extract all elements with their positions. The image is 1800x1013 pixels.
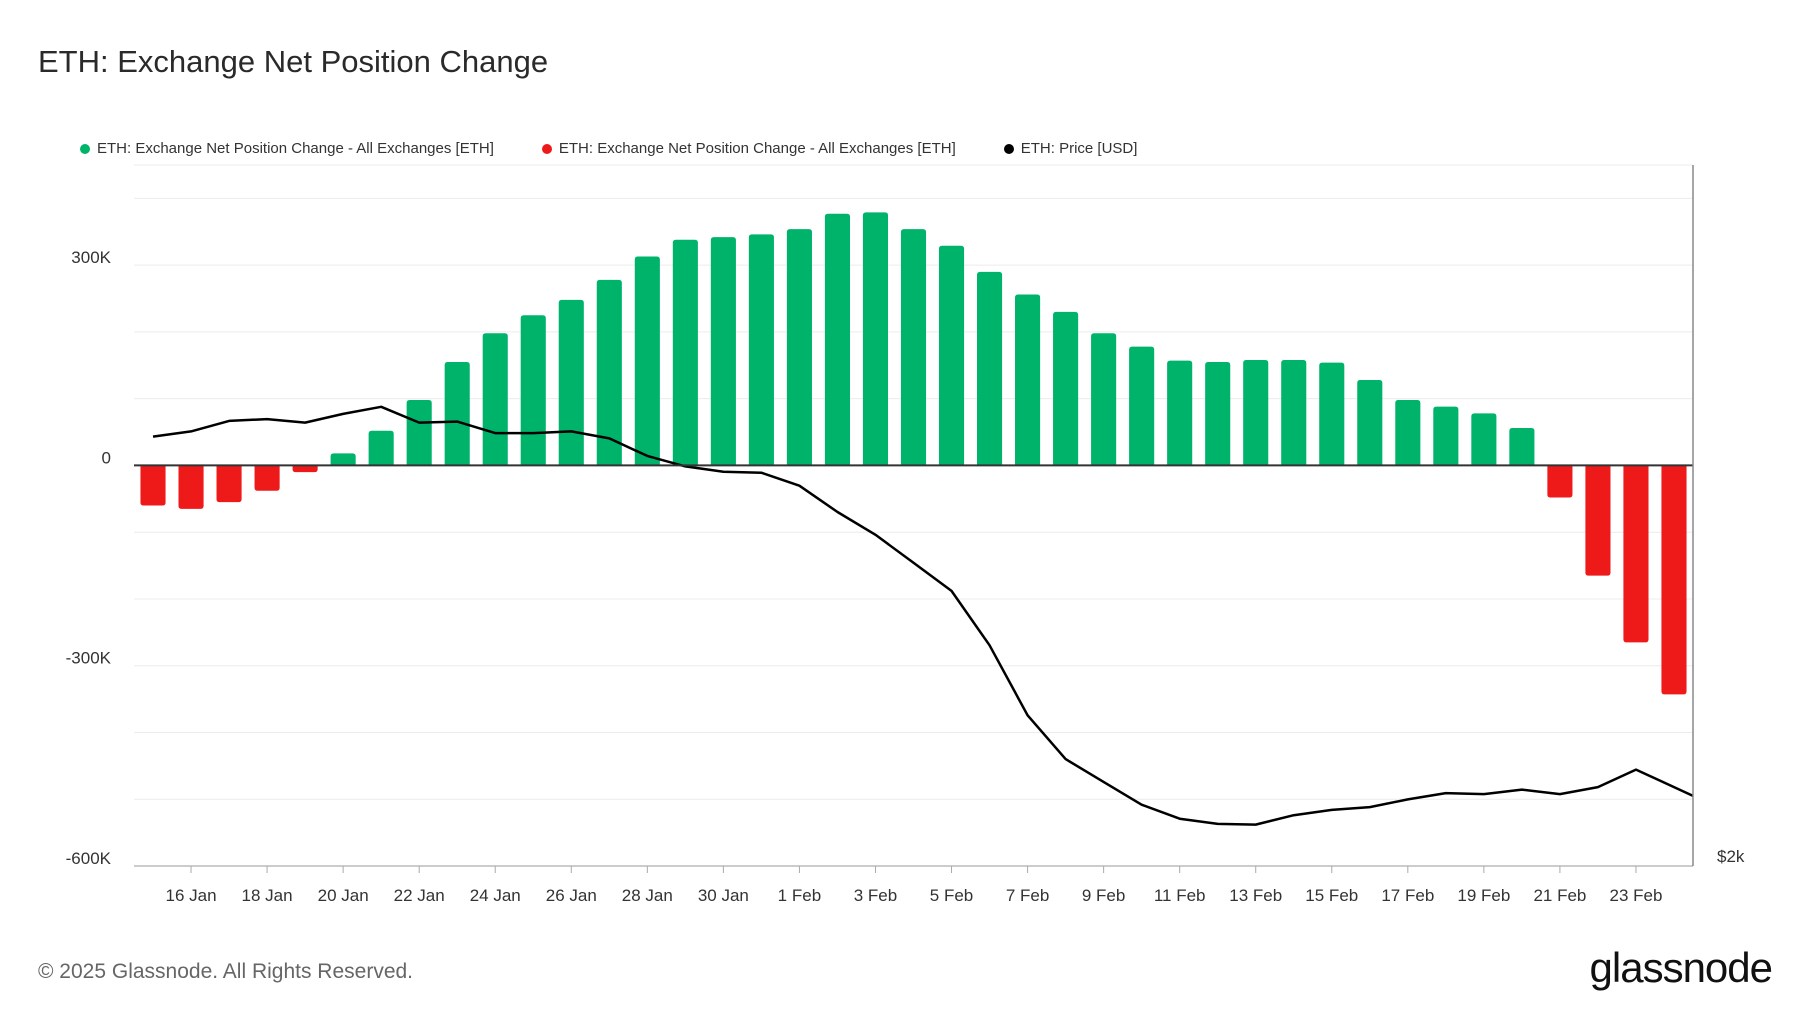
bar-negative[interactable] [1661,465,1687,695]
bar-positive[interactable] [1015,294,1041,466]
bars [140,212,1687,695]
bar-negative[interactable] [140,465,166,506]
bar-positive[interactable] [977,271,1003,466]
y-left-tick-label: 0 [102,448,111,467]
bar-positive[interactable] [1053,311,1079,466]
x-tick-label: 30 Jan [698,886,749,905]
y-left-tick-label: 300K [71,248,111,267]
bar-positive[interactable] [368,430,394,466]
price-line-group [152,405,1694,826]
bar-negative[interactable] [216,465,242,503]
glassnode-logo[interactable]: glassnode [1589,944,1773,991]
bar-positive[interactable] [1243,359,1269,466]
bar-positive[interactable] [1167,360,1193,466]
bar-positive[interactable] [672,239,698,466]
bar-positive[interactable] [596,279,622,466]
x-tick-label: 17 Feb [1381,886,1434,905]
green-dot-icon [80,143,90,154]
x-tick-label: 19 Feb [1457,886,1510,905]
chart-title: ETH: Exchange Net Position Change [38,44,549,79]
bar-positive[interactable] [1471,413,1497,466]
bar-negative[interactable] [292,465,318,473]
bar-positive[interactable] [1129,346,1155,466]
bar-positive[interactable] [1357,379,1383,466]
x-tick-label: 20 Jan [318,886,369,905]
legend: ETH: Exchange Net Position Change - All … [80,140,1137,157]
x-tick-label: 26 Jan [546,886,597,905]
bar-positive[interactable] [1509,428,1535,466]
y-left-tick-label: -600K [66,849,112,868]
legend-item-negative[interactable]: ETH: Exchange Net Position Change - All … [541,140,956,157]
bar-positive[interactable] [710,237,736,466]
bar-positive[interactable] [824,213,850,466]
legend-label-negative: ETH: Exchange Net Position Change - All … [558,140,956,157]
y-left-tick-label: -300K [66,649,112,668]
legend-label-positive: ETH: Exchange Net Position Change - All … [97,140,494,157]
bar-negative[interactable] [1547,465,1573,498]
bar-positive[interactable] [748,234,774,466]
y-right-tick-label: $2k [1717,847,1745,866]
legend-item-price[interactable]: ETH: Price [USD] [1003,140,1138,157]
red-dot-icon [541,143,552,154]
bar-positive[interactable] [444,361,470,466]
x-tick-label: 16 Jan [166,886,217,905]
bar-positive[interactable] [786,229,812,466]
x-tick-label: 5 Feb [930,886,973,905]
bar-positive[interactable] [1433,406,1459,466]
black-dot-icon [1003,143,1014,154]
bar-positive[interactable] [1319,362,1345,466]
x-tick-label: 21 Feb [1533,886,1586,905]
bar-negative[interactable] [178,465,204,509]
bar-positive[interactable] [406,400,432,466]
bar-negative[interactable] [1623,465,1649,643]
x-tick-label: 22 Jan [394,886,445,905]
bar-positive[interactable] [482,333,508,466]
x-tick-label: 24 Jan [470,886,521,905]
x-tick-label: 3 Feb [854,886,897,905]
bar-positive[interactable] [330,453,356,466]
bar-positive[interactable] [900,229,927,466]
x-tick-label: 23 Feb [1609,886,1662,905]
bar-positive[interactable] [558,299,584,466]
bar-positive[interactable] [938,245,965,466]
copyright-footer: © 2025 Glassnode. All Rights Reserved. [38,960,414,983]
bar-positive[interactable] [1281,359,1307,466]
x-tick-label: 1 Feb [778,886,821,905]
x-tick-label: 7 Feb [1006,886,1049,905]
x-tick-label: 18 Jan [242,886,293,905]
x-tick-label: 11 Feb [1154,886,1206,905]
bar-positive[interactable] [634,256,660,466]
axes: 300K 0 -300K -600K $2k 16 Jan 18 Jan 20 Jan 22 J… [66,165,1745,905]
legend-item-positive[interactable]: ETH: Exchange Net Position Change - All … [80,140,494,157]
bar-positive[interactable] [520,315,546,466]
x-tick-label: 28 Jan [622,886,673,905]
bar-positive[interactable] [862,212,889,466]
x-tick-label: 13 Feb [1229,886,1282,905]
legend-label-price: ETH: Price [USD] [1020,140,1138,157]
bar-negative[interactable] [1585,465,1611,576]
bar-negative[interactable] [254,465,280,491]
x-tick-label: 9 Feb [1082,886,1125,905]
bar-positive[interactable] [1091,333,1117,466]
price-line[interactable] [152,405,1694,826]
x-tick-label: 15 Feb [1305,886,1358,905]
bar-positive[interactable] [1395,400,1421,466]
bar-positive[interactable] [1205,361,1231,466]
